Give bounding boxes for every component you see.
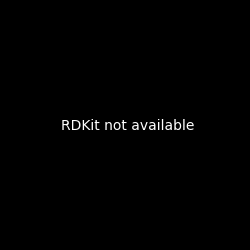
- Text: RDKit not available: RDKit not available: [62, 119, 195, 133]
